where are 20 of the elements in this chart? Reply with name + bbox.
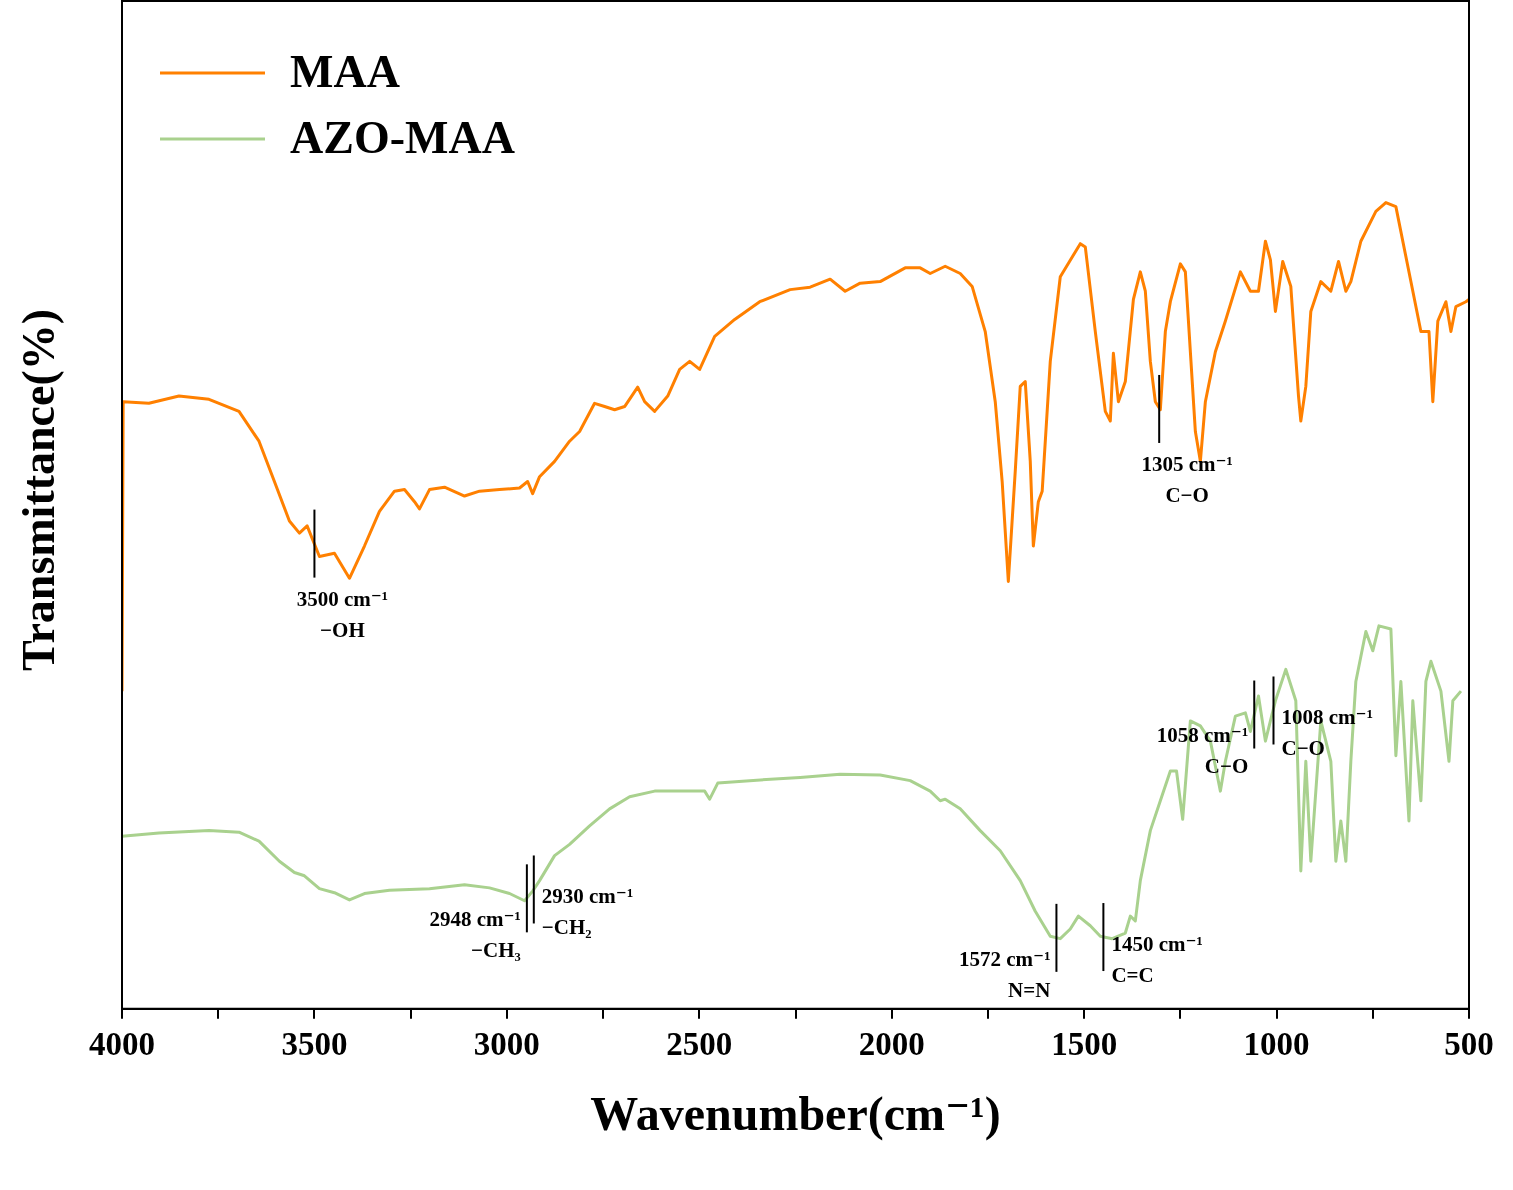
annotation: 1450 cm⁻¹ C=C [1111, 931, 1203, 987]
annotation: 1572 cm⁻¹ N=N [958, 946, 1051, 1002]
annotation: 3500 cm⁻¹ −OH [296, 586, 389, 642]
annotation: 2948 cm⁻¹ −CH₃ [429, 907, 521, 963]
x-tick-label: 3500 [281, 1026, 348, 1063]
annotation: 1058 cm⁻¹ C−O [1156, 723, 1249, 779]
annotation: 2930 cm⁻¹ −CH₂ [541, 884, 634, 940]
x-tick-label: 3000 [473, 1026, 540, 1063]
x-tick-label: 1000 [1243, 1026, 1310, 1063]
x-tick-label: 500 [1444, 1026, 1494, 1063]
x-tick-label: 1500 [1051, 1026, 1118, 1063]
legend-label: MAA [290, 45, 400, 97]
legend-label: AZO-MAA [290, 111, 515, 163]
x-tick-label: 4000 [89, 1026, 155, 1063]
y-axis-title: Transmittance(%) [12, 308, 64, 671]
x-tick-label: 2500 [666, 1026, 733, 1063]
x-axis-title: Wavenumber(cm⁻¹) [590, 1086, 1001, 1141]
annotation: 1305 cm⁻¹ C−O [1141, 451, 1233, 507]
annotation: 1008 cm⁻¹ C−O [1281, 705, 1373, 761]
x-tick-label: 2000 [858, 1026, 925, 1063]
